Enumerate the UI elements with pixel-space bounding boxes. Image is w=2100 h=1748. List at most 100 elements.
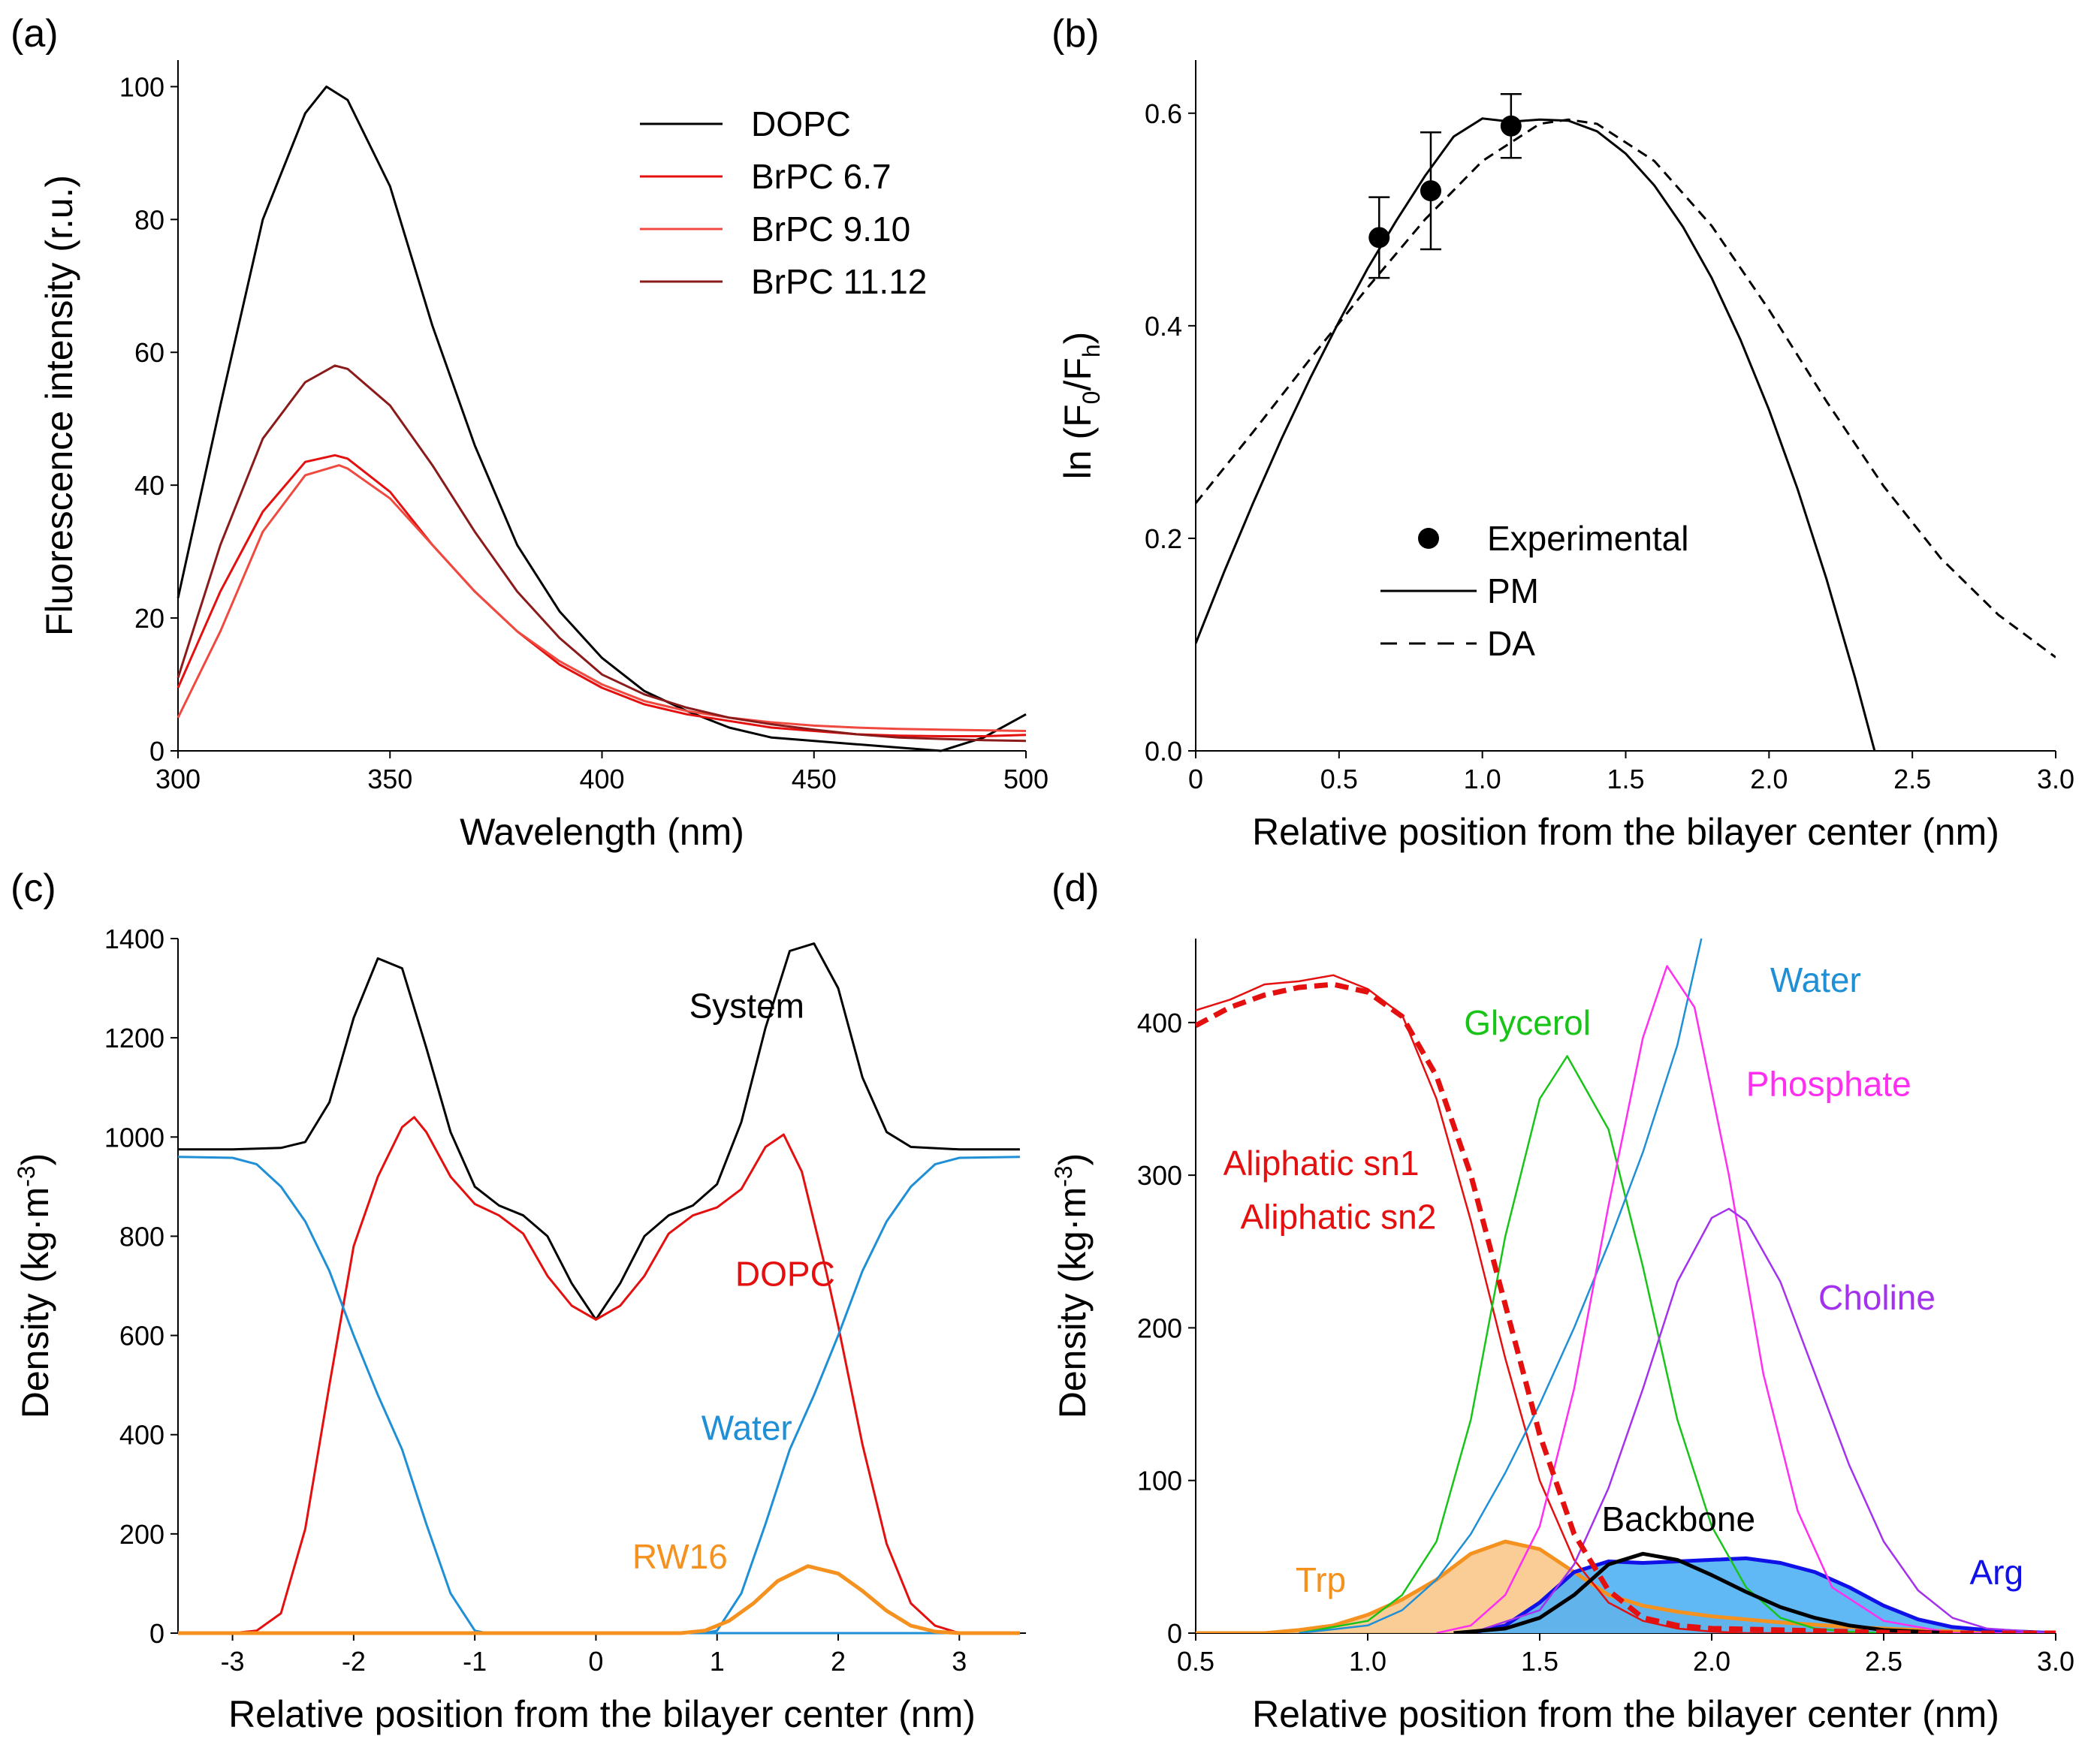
x-axis-title: Wavelength (nm) (460, 811, 744, 853)
x-tick-label: 1.0 (1464, 764, 1501, 794)
y-tick-label: 0.4 (1145, 311, 1182, 342)
y-tick-label: 200 (119, 1519, 164, 1550)
y-tick-label: 0 (1167, 1618, 1182, 1649)
series-line-phosphate (1436, 965, 2056, 1633)
x-tick-label: 3 (952, 1646, 967, 1677)
series-line-brpc-6-7 (177, 454, 1027, 737)
y-tick-label: 1000 (104, 1122, 164, 1153)
x-tick-label: 1 (710, 1646, 725, 1677)
y-tick-label: 400 (1137, 1008, 1182, 1038)
x-tick-label: 0 (588, 1646, 603, 1677)
series-label: Choline (1818, 1278, 1936, 1317)
y-axis-title-end: ) (1057, 332, 1099, 345)
legend-label: DA (1487, 624, 1535, 663)
y-tick-label: 200 (1137, 1313, 1182, 1343)
y-axis-title: Density (kg·m-3) (13, 1153, 56, 1418)
series-label: Aliphatic sn2 (1241, 1197, 1437, 1236)
data-point (1420, 180, 1441, 202)
y-tick-label: 20 (134, 603, 164, 634)
y-tick-label: 0 (149, 736, 164, 767)
x-tick-label: 1.0 (1349, 1646, 1386, 1677)
y-axis-title: Fluorescence intensity (r.u.) (38, 175, 80, 636)
series-line-water (177, 1156, 1020, 1635)
y-axis-title-sup: -3 (13, 1165, 40, 1186)
y-tick-label: 0.2 (1145, 523, 1182, 554)
panel-label: (b) (1052, 12, 1100, 56)
area-fill-trp (1196, 1542, 2056, 1633)
panel-label: (c) (11, 866, 56, 910)
x-tick-label: 2.5 (1865, 1646, 1902, 1677)
series-label: System (689, 987, 804, 1026)
area-fill-arg (1471, 1558, 2056, 1633)
x-tick-label: -1 (463, 1646, 487, 1677)
series-label: Aliphatic sn1 (1223, 1144, 1420, 1183)
series-label: Arg (1970, 1553, 2024, 1592)
series-line-backbone (1453, 1551, 1953, 1633)
series-line-brpc-9-10 (177, 464, 1027, 732)
x-axis-title: Relative position from the bilayer cente… (1252, 1693, 1999, 1735)
y-axis-title-main: ln (F (1057, 404, 1099, 479)
y-tick-label: 100 (1137, 1466, 1182, 1496)
x-tick-label: -2 (342, 1646, 366, 1677)
series-line-glycerol (1299, 1055, 1884, 1633)
panel-c: -3 -2 -1 0 1 2 3 0 200 400 600 800 1000 1200 1400 Relat… (11, 866, 1026, 1735)
x-tick-label: 0.5 (1320, 764, 1358, 794)
series-line-choline (1471, 1207, 2056, 1633)
series-label: Water (1770, 960, 1861, 999)
x-tick-label: 300 (155, 764, 201, 794)
legend-label: BrPC 6.7 (751, 157, 892, 196)
series-line-brpc-11-12 (177, 364, 1027, 743)
series-line-rw16 (178, 1564, 1020, 1635)
y-tick-label: 800 (119, 1221, 164, 1252)
y-axis-title-main: Density (kg·m (1052, 1187, 1094, 1418)
y-axis-title-sub: 0 (1078, 391, 1105, 405)
legend-label: Experimental (1487, 519, 1688, 558)
series-line-aliphatic-sn2 (1196, 981, 2056, 1633)
x-tick-label: 350 (367, 764, 412, 794)
y-axis-title-sup: -3 (1050, 1165, 1077, 1186)
series-line-arg (1470, 1556, 2056, 1633)
y-tick-label: 0 (149, 1618, 164, 1649)
series-line-aliphatic-sn1 (1196, 974, 2056, 1633)
x-tick-label: 1.5 (1607, 764, 1644, 794)
y-axis-title-main: Density (kg·m (14, 1187, 56, 1418)
y-tick-label: 0.6 (1145, 98, 1182, 129)
legend-label: PM (1487, 571, 1539, 610)
x-tick-label: 500 (1003, 764, 1048, 794)
series-label: Trp (1296, 1560, 1346, 1599)
x-tick-label: 2.0 (1693, 1646, 1730, 1677)
series-label: Phosphate (1746, 1064, 1911, 1103)
x-axis-title: Relative position from the bilayer cente… (1252, 811, 1999, 853)
x-tick-label: 400 (579, 764, 624, 794)
x-tick-label: 2 (831, 1646, 846, 1677)
y-tick-label: 0.0 (1145, 736, 1182, 767)
y-tick-label: 100 (119, 71, 164, 102)
x-tick-label: 3.0 (2037, 764, 2074, 794)
panel-b: 0 0.5 1.0 1.5 2.0 2.5 3.0 0.0 0.2 0.4 0.6 Relative … (1052, 12, 2074, 853)
legend-marker (1418, 528, 1439, 549)
x-tick-label: 1.5 (1521, 1646, 1558, 1677)
data-point (1368, 227, 1390, 249)
y-tick-label: 600 (119, 1321, 164, 1352)
y-tick-label: 300 (1137, 1160, 1182, 1191)
x-tick-label: 450 (792, 764, 837, 794)
y-axis-title-mid: /F (1057, 357, 1099, 390)
series-label: Glycerol (1464, 1003, 1591, 1042)
series-line-da (1196, 118, 2056, 659)
series-label: Backbone (1601, 1499, 1755, 1539)
panel-label: (d) (1052, 866, 1100, 910)
legend-label: DOPC (751, 104, 851, 143)
y-axis-title: Density (kg·m-3) (1050, 1153, 1094, 1418)
y-axis-title: ln (F0/Fh) (1057, 332, 1105, 480)
series-line-water (1299, 938, 1703, 1633)
series-label: DOPC (735, 1255, 835, 1294)
series-label: Water (702, 1408, 792, 1447)
x-tick-label: 3.0 (2037, 1646, 2074, 1677)
series-label: RW16 (632, 1537, 728, 1576)
y-tick-label: 40 (134, 470, 164, 501)
data-point (1500, 115, 1522, 137)
x-axis-title: Relative position from the bilayer cente… (228, 1693, 976, 1735)
x-tick-label: 0 (1188, 764, 1203, 794)
y-tick-label: 60 (134, 337, 164, 368)
